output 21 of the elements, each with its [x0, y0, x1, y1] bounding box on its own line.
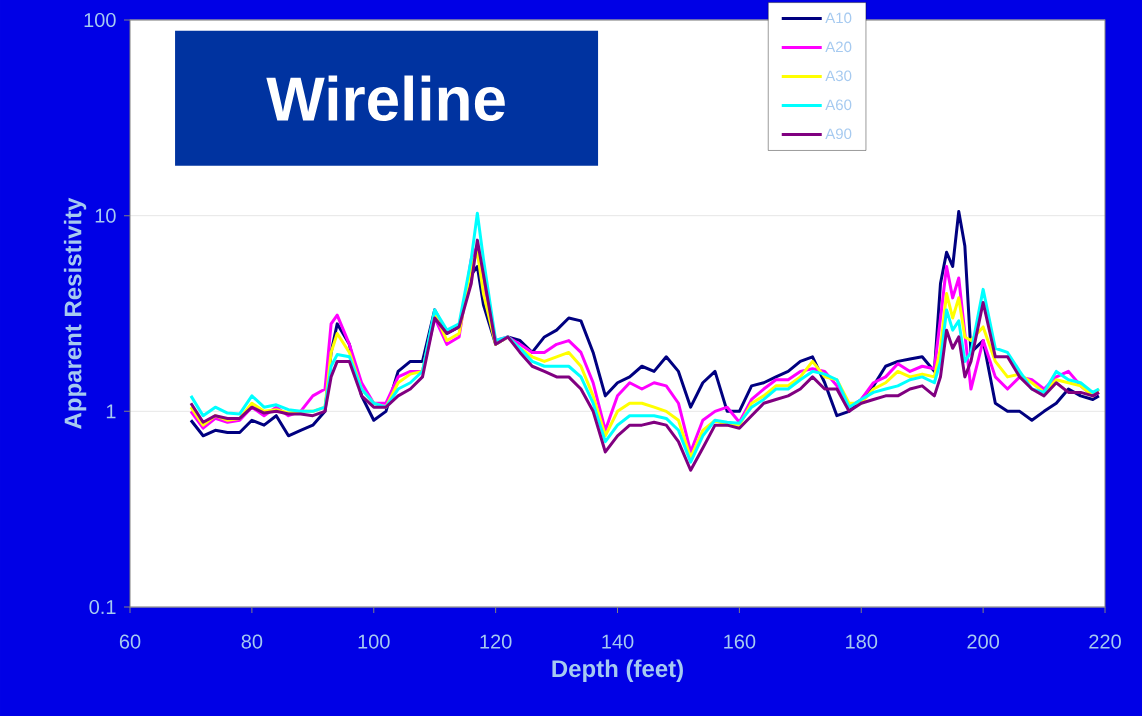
legend-label: A90 — [825, 128, 852, 140]
y-tick-label: 0.1 — [89, 599, 116, 615]
x-tick-label: 100 — [358, 634, 390, 649]
y-axis-title: Apparent Resistivity — [63, 197, 87, 429]
legend-label: A30 — [825, 70, 852, 82]
x-tick-label: 220 — [1089, 634, 1121, 649]
x-tick-label: 160 — [724, 634, 756, 649]
y-tick-label: 1 — [106, 404, 116, 419]
y-tick-label: 10 — [95, 208, 116, 223]
legend-label: A10 — [825, 12, 852, 24]
x-tick-label: 200 — [967, 634, 1000, 649]
y-tick-label: 100 — [84, 12, 116, 28]
x-tick-label: 60 — [119, 634, 141, 649]
x-axis-title: Depth (feet) — [552, 659, 683, 682]
x-tick-label: 140 — [602, 634, 634, 649]
legend-label: A60 — [825, 99, 852, 111]
x-tick-label: 120 — [480, 634, 512, 649]
x-tick-label: 80 — [241, 634, 263, 649]
legend-label: A20 — [825, 41, 852, 53]
text: Wireline — [266, 75, 505, 122]
x-tick-label: 180 — [846, 634, 878, 649]
